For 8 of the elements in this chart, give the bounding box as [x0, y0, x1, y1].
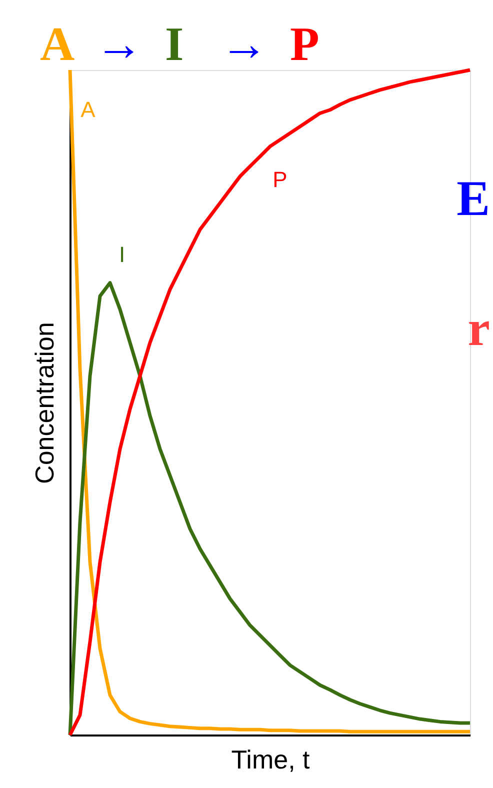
chart-title: A → I → P: [40, 18, 320, 71]
x-axis-title: Time, t: [231, 744, 311, 774]
annotation: r: [468, 300, 490, 356]
series-label: I: [118, 242, 126, 267]
y-axis-title: Concentration: [30, 322, 60, 484]
annotation: E: [456, 170, 490, 226]
series-label: A: [80, 97, 96, 122]
series-label: P: [272, 167, 288, 192]
